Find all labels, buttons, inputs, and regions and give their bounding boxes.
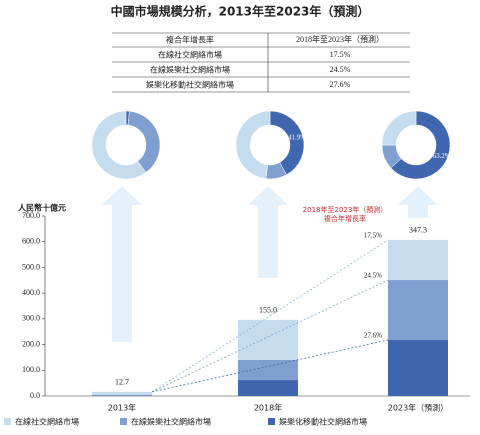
cagr-label: 24.5% [364, 272, 382, 280]
bar-segment [238, 380, 298, 396]
donut-label: 63.2% [433, 152, 451, 160]
legend-swatch [120, 418, 127, 425]
arrow [398, 186, 438, 218]
bar-segment [92, 392, 152, 395]
y-tick-label: 100.0 [22, 365, 40, 374]
legend-swatch [4, 418, 11, 425]
table-cell: 在線社交網絡市場 [158, 50, 222, 60]
legend-label: 在線娛樂社交網絡市場 [131, 417, 211, 427]
legend-swatch [268, 418, 275, 425]
table-cell: 24.5% [330, 65, 351, 74]
y-tick-label: 600.0 [22, 237, 40, 246]
y-tick-label: 700.0 [22, 211, 40, 220]
x-tick-label: 2023年（預測） [388, 403, 448, 413]
y-tick-label: 400.0 [22, 288, 40, 297]
arrows [102, 186, 438, 342]
donut-slice [236, 111, 270, 179]
table-cell: 在線娛樂社交網絡市場 [150, 65, 230, 75]
y-tick-label: 500.0 [22, 262, 40, 271]
bar-segment [238, 320, 298, 360]
cagr-label: 17.5% [364, 232, 382, 240]
arrow [248, 186, 288, 278]
bar-segment [388, 280, 448, 340]
legend-label: 在線社交網絡市場 [15, 417, 79, 427]
x-tick-label: 2013年 [108, 403, 136, 413]
table-header: 2018年至2023年（預測） [296, 34, 384, 44]
page-title: 中國市場規模分析，2013年至2023年（預測） [111, 4, 370, 19]
bar-segment [388, 340, 448, 396]
table-cell: 27.6% [330, 80, 351, 89]
bar-segment [92, 395, 152, 396]
y-tick-label: 300.0 [22, 314, 40, 323]
annotation: 2018年至2023年（預測） [303, 205, 388, 214]
donut-slice [128, 111, 160, 172]
annotation: 複合年增長率 [324, 214, 366, 223]
total-label: 12.7 [115, 378, 129, 387]
total-label: 347.3 [409, 226, 427, 235]
x-tick-label: 2018年 [254, 403, 282, 413]
y-tick-label: 0.0 [30, 391, 40, 400]
bar-segment [238, 360, 298, 380]
table-cell: 17.5% [330, 50, 351, 59]
cagr-label: 27.6% [364, 332, 382, 340]
legend-label: 娛樂化移動社交網絡市場 [279, 417, 367, 427]
donut-label: 41.9% [288, 134, 306, 142]
arrow [102, 186, 142, 342]
table-cell: 娛樂化移動社交網絡市場 [146, 80, 234, 90]
donut-slice [382, 111, 416, 145]
y-tick-label: 200.0 [22, 339, 40, 348]
table-header: 複合年增長率 [166, 35, 214, 45]
bar-segment [388, 240, 448, 280]
